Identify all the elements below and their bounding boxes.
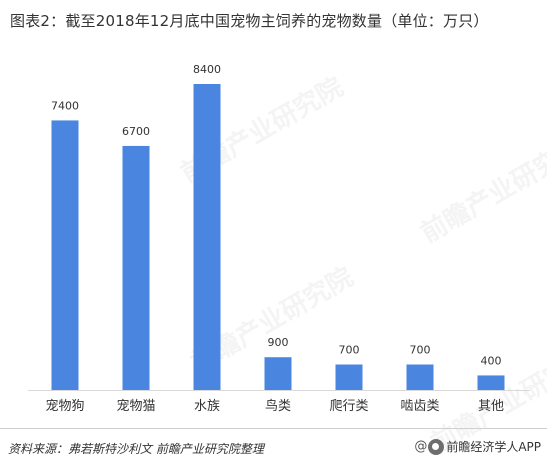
category-label-1: 宠物狗: [45, 398, 84, 414]
category-label-5: 爬行类: [329, 399, 368, 414]
brand-text: 前瞻经济学人APP: [446, 440, 541, 454]
category-labels-group: 宠物狗 宠物猫 水族 鸟类 爬行类 啮齿类 其他: [45, 398, 504, 414]
bar-chart: 7400 6700 8400 900 700 700 400 宠物狗 宠物猫 水族 鸟类 爬行类 啮齿…: [28, 63, 530, 414]
category-label-3: 水族: [194, 398, 220, 414]
value-label-7: 400: [481, 354, 502, 367]
value-label-6: 700: [410, 344, 431, 357]
source-note: 资料来源：弗若斯特沙利文 前瞻产业研究院整理: [8, 442, 264, 456]
category-label-4: 鸟类: [265, 398, 291, 414]
value-label-4: 900: [268, 336, 289, 349]
category-label-2: 宠物猫: [116, 398, 155, 414]
bars-group: [51, 84, 505, 390]
bar-5: [335, 364, 363, 390]
value-label-1: 7400: [51, 99, 79, 112]
bar-6: [406, 364, 434, 390]
category-label-6: 啮齿类: [400, 399, 439, 414]
chart-title: 图表2：截至2018年12月底中国宠物主饲养的宠物数量（单位：万只）: [10, 12, 489, 30]
footer-divider: [0, 428, 547, 429]
category-label-7: 其他: [478, 399, 504, 414]
value-label-2: 6700: [122, 125, 150, 138]
bar-2: [122, 145, 150, 390]
value-labels-group: 7400 6700 8400 900 700 700 400: [51, 63, 502, 367]
bar-3: [193, 84, 221, 390]
brand-mark: @ 前瞻经济学人APP: [414, 438, 541, 455]
qianzhan-logo-icon: [428, 438, 445, 455]
value-label-5: 700: [339, 344, 360, 357]
brand-at: @: [414, 439, 428, 454]
bar-1: [51, 120, 79, 390]
bar-4: [264, 357, 292, 390]
bar-7: [477, 375, 505, 390]
value-label-3: 8400: [193, 63, 221, 76]
